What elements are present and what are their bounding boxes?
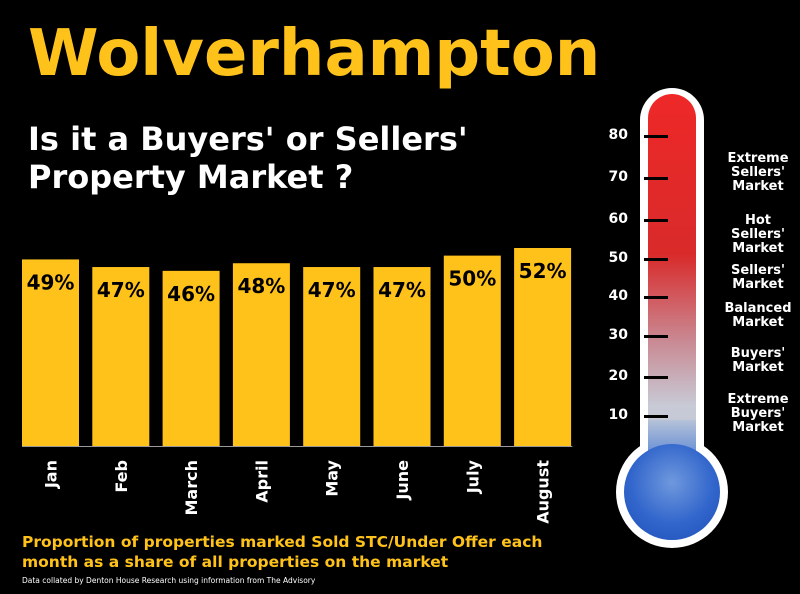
page-title: Wolverhampton	[28, 17, 601, 91]
value-label-august: 52%	[519, 259, 567, 283]
bar-march	[162, 270, 220, 446]
bar-may	[303, 267, 361, 446]
scale-tick-80	[644, 135, 668, 138]
category-label-april: April	[252, 460, 271, 503]
scale-tick-40	[644, 296, 668, 299]
value-label-jan: 49%	[27, 270, 75, 294]
category-label-march: March	[182, 460, 201, 515]
scale-label-20: 20	[608, 368, 628, 384]
zone-hot-sellers: Hot Sellers' Market	[730, 213, 786, 256]
scale-label-10: 10	[608, 407, 628, 423]
scale-tick-60	[644, 219, 668, 222]
scale-tick-70	[644, 177, 668, 180]
category-label-june: June	[393, 460, 412, 501]
zone-sellers: Sellers' Market	[730, 263, 786, 292]
scale-tick-20	[644, 376, 668, 379]
scale-label-40: 40	[608, 288, 628, 304]
value-label-march: 46%	[167, 282, 215, 306]
scale-label-70: 70	[608, 169, 628, 185]
bar-chart: 49% Jan 47% Feb 46% March 48% April 47% May 47% Jun…	[22, 248, 573, 524]
page-subtitle: Is it a Buyers' or Sellers' Property Mar…	[28, 120, 468, 196]
scale-label-80: 80	[608, 127, 628, 143]
thermometer-bulb	[624, 444, 720, 540]
scale-tick-50	[644, 258, 668, 261]
value-label-april: 48%	[237, 274, 285, 298]
source-note: Data collated by Denton House Research u…	[22, 576, 316, 585]
bar-april	[232, 263, 290, 446]
scale-tick-30	[644, 335, 668, 338]
scale-label-50: 50	[608, 250, 628, 266]
value-label-july: 50%	[448, 267, 496, 291]
category-label-jan: Jan	[42, 460, 61, 489]
scale-label-30: 30	[608, 327, 628, 343]
bar-august	[514, 248, 572, 446]
category-label-feb: Feb	[112, 460, 131, 493]
value-label-june: 47%	[378, 278, 426, 302]
category-label-august: August	[534, 460, 553, 524]
scale-tick-10	[644, 415, 668, 418]
zone-balanced: Balanced Market	[724, 301, 792, 330]
bar-july	[443, 255, 501, 446]
value-label-feb: 47%	[97, 278, 145, 302]
zone-extreme-sellers: Extreme Sellers' Market	[727, 151, 789, 194]
thermometer-gauge: 80 70 60 50 40 30 20 10 Extreme Sellers'…	[600, 80, 800, 594]
chart-caption: Proportion of properties marked Sold STC…	[22, 533, 543, 571]
bar-feb	[92, 267, 150, 446]
zone-extreme-buyers: Extreme Buyers' Market	[727, 392, 789, 435]
bar-jan	[22, 259, 79, 446]
category-label-july: July	[463, 459, 482, 494]
bar-june	[373, 267, 431, 446]
value-label-may: 47%	[308, 278, 356, 302]
category-label-may: May	[323, 459, 342, 496]
scale-label-60: 60	[608, 211, 628, 227]
zone-buyers: Buyers' Market	[730, 346, 786, 375]
